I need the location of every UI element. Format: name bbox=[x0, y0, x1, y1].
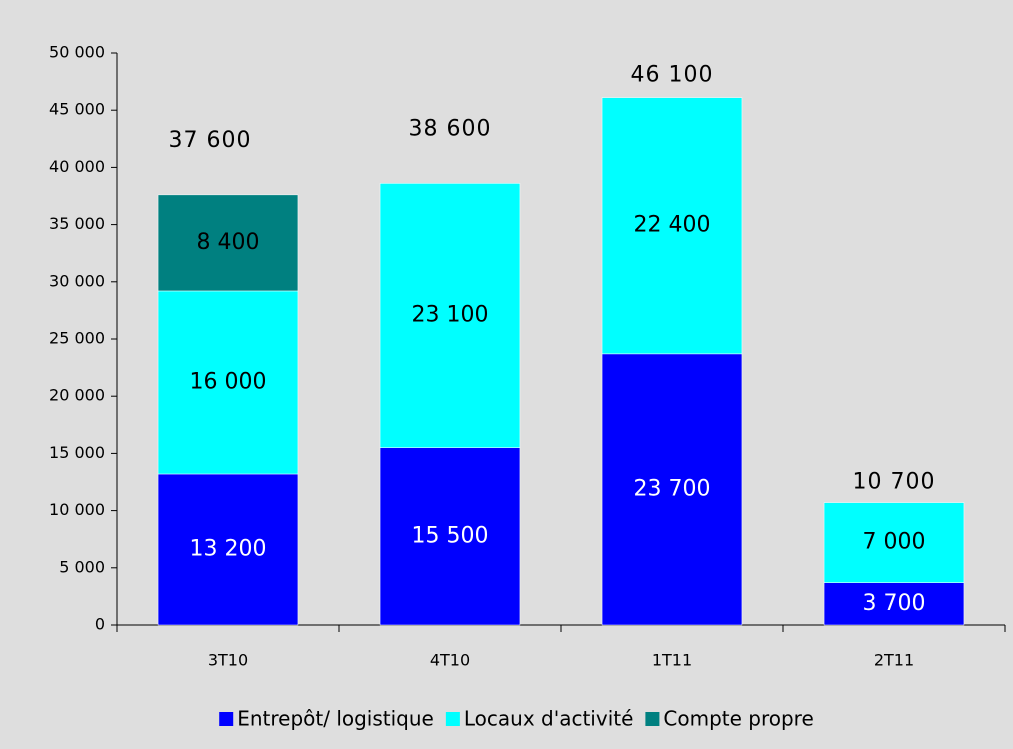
bar-segment bbox=[379, 183, 521, 448]
data-label: 16 000 bbox=[190, 369, 267, 394]
y-tick-label: 0 bbox=[95, 615, 105, 634]
total-label: 37 600 bbox=[169, 128, 252, 153]
bar-segment bbox=[601, 353, 743, 626]
data-label: 7 000 bbox=[863, 530, 926, 555]
data-label: 3 700 bbox=[863, 591, 926, 616]
data-label: 23 700 bbox=[634, 476, 711, 501]
total-label: 38 600 bbox=[409, 116, 492, 141]
y-tick-label: 35 000 bbox=[49, 214, 105, 233]
y-tick-label: 10 000 bbox=[49, 500, 105, 519]
y-tick-label: 20 000 bbox=[49, 386, 105, 405]
legend: Entrepôt/ logistique Locaux d'activité Com… bbox=[219, 707, 814, 731]
y-tick-label: 45 000 bbox=[49, 100, 105, 119]
x-tick-label: 2T11 bbox=[874, 651, 914, 670]
data-label: 8 400 bbox=[197, 230, 260, 255]
total-label: 10 700 bbox=[853, 470, 936, 495]
bar-segment bbox=[157, 194, 299, 292]
data-label: 22 400 bbox=[634, 213, 711, 238]
legend-swatch bbox=[445, 712, 460, 726]
bar-segment bbox=[823, 582, 965, 626]
legend-swatch bbox=[219, 712, 234, 726]
bar-segment bbox=[379, 447, 521, 626]
y-tick-label: 15 000 bbox=[49, 443, 105, 462]
x-tick-label: 4T10 bbox=[430, 651, 470, 670]
legend-label: Locaux d'activité bbox=[464, 707, 634, 731]
y-tick-label: 30 000 bbox=[49, 271, 105, 290]
total-label: 46 100 bbox=[631, 63, 714, 88]
bar-segment bbox=[157, 290, 299, 475]
x-tick-label: 3T10 bbox=[208, 651, 248, 670]
y-tick-label: 5 000 bbox=[59, 557, 105, 576]
y-tick-label: 40 000 bbox=[49, 157, 105, 176]
bar-segment bbox=[157, 473, 299, 626]
y-tick-label: 25 000 bbox=[49, 329, 105, 348]
legend-swatch bbox=[645, 712, 660, 726]
data-label: 15 500 bbox=[412, 523, 489, 548]
data-label: 13 200 bbox=[190, 536, 267, 561]
bar-segment bbox=[823, 502, 965, 583]
x-tick-label: 1T11 bbox=[652, 651, 692, 670]
bar-segment bbox=[601, 97, 743, 355]
data-label: 23 100 bbox=[412, 303, 489, 328]
y-tick-label: 50 000 bbox=[49, 43, 105, 62]
legend-label: Entrepôt/ logistique bbox=[237, 707, 434, 731]
legend-label: Compte propre bbox=[663, 707, 813, 731]
